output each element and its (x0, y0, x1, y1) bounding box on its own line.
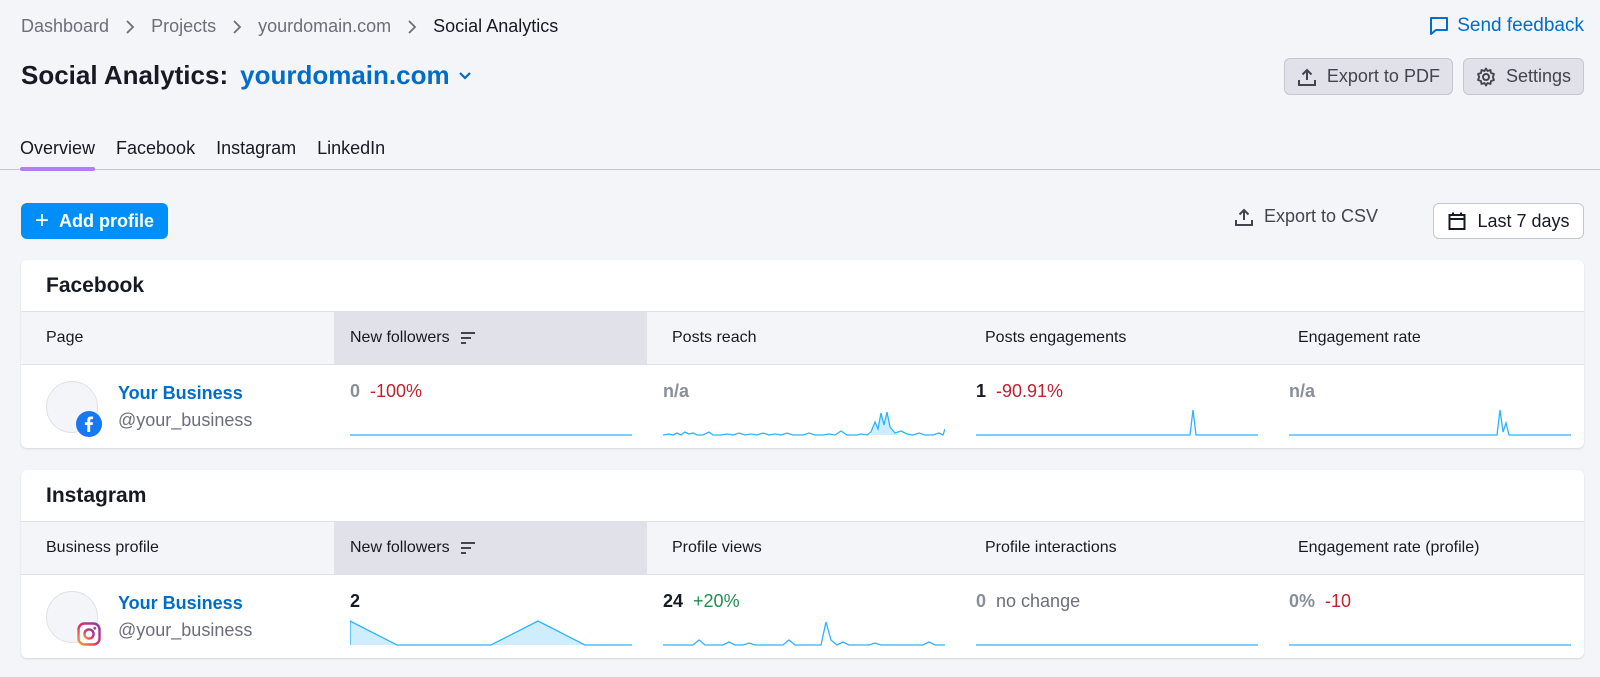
upload-icon (1297, 68, 1316, 86)
breadcrumb-dashboard[interactable]: Dashboard (21, 16, 110, 36)
chevron-down-icon (458, 71, 471, 80)
avatar (46, 591, 102, 647)
instagram-icon (76, 621, 102, 647)
metric-value: 0 (350, 381, 361, 401)
metric-value: 24 (663, 591, 684, 611)
column-header-page: Page (46, 329, 84, 346)
sparkline (350, 434, 632, 436)
breadcrumb-domain[interactable]: yourdomain.com (258, 16, 392, 36)
facebook-card: Facebook Page New followers Posts reach … (21, 260, 1584, 448)
profile-cell: Your Business @your_business (21, 365, 334, 448)
domain-selector[interactable]: yourdomain.com (240, 60, 471, 91)
metric-value: n/a (1289, 381, 1316, 401)
metric-delta: +20% (693, 591, 740, 611)
metric-cell-new-followers: 0 -100% (334, 365, 647, 448)
column-header-new-followers[interactable]: New followers (334, 522, 647, 574)
metric-cell-profile-interactions: 0 no change (960, 575, 1273, 658)
metric-delta: -90.91% (996, 381, 1064, 401)
chevron-right-icon (391, 19, 433, 34)
export-csv-button[interactable]: Export to CSV (1234, 206, 1378, 227)
tab-linkedin[interactable]: LinkedIn (317, 138, 386, 158)
column-header-profile-views[interactable]: Profile views (672, 539, 762, 556)
column-header-label: New followers (350, 329, 450, 346)
metric-delta: -10 (1325, 591, 1352, 611)
avatar (46, 381, 102, 437)
sort-icon (460, 542, 475, 554)
column-header-engagement-rate-profile[interactable]: Engagement rate (profile) (1298, 539, 1480, 556)
date-range-button[interactable]: Last 7 days (1433, 203, 1584, 239)
instagram-table-header: Business profile New followers Profile v… (21, 521, 1584, 575)
page-title: Social Analytics: yourdomain.com (21, 60, 472, 91)
metric-value: 1 (976, 381, 987, 401)
upload-icon (1234, 208, 1253, 226)
tab-facebook[interactable]: Facebook (116, 138, 196, 158)
calendar-icon (1448, 212, 1466, 230)
tab-overview[interactable]: Overview (20, 138, 96, 171)
add-profile-label: Add profile (59, 210, 154, 231)
metric-cell-engagement-rate-profile: 0% -10 (1273, 575, 1584, 658)
metric-delta: no change (996, 591, 1081, 611)
metric-cell-new-followers: 2 (334, 575, 647, 658)
sparkline (663, 411, 945, 436)
add-profile-button[interactable]: + Add profile (21, 203, 168, 239)
facebook-table-header: Page New followers Posts reach Posts eng… (21, 311, 1584, 365)
column-header-engagement-rate[interactable]: Engagement rate (1298, 329, 1421, 346)
send-feedback-label: Send feedback (1457, 15, 1584, 36)
profile-handle: @your_business (118, 620, 253, 640)
breadcrumb-current: Social Analytics (433, 16, 559, 36)
column-header-posts-engagements[interactable]: Posts engagements (985, 329, 1127, 346)
metric-value: n/a (663, 381, 690, 401)
export-csv-label: Export to CSV (1263, 206, 1378, 226)
breadcrumb-projects[interactable]: Projects (151, 16, 217, 36)
gear-icon (1477, 67, 1495, 86)
column-header-new-followers[interactable]: New followers (334, 312, 647, 364)
feedback-icon (1430, 17, 1449, 35)
instagram-card-title: Instagram (46, 483, 147, 507)
profile-cell: Your Business @your_business (21, 575, 334, 658)
table-row: Your Business @your_business 2 24 +20% (21, 575, 1584, 658)
tab-bar: Overview Facebook Instagram LinkedIn (0, 138, 1600, 171)
sparkline (976, 409, 1258, 436)
metric-value: 0 (976, 591, 987, 611)
sparkline (1289, 644, 1571, 646)
instagram-card: Instagram Business profile New followers… (21, 470, 1584, 658)
metric-value: 2 (350, 591, 361, 611)
domain-selector-label: yourdomain.com (240, 60, 450, 90)
export-pdf-button[interactable]: Export to PDF (1283, 58, 1453, 95)
chevron-right-icon (216, 19, 258, 34)
metric-cell-profile-views: 24 +20% (647, 575, 960, 658)
table-row: Your Business @your_business 0 -100% n/a… (21, 365, 1584, 448)
send-feedback-link[interactable]: Send feedback (1429, 15, 1584, 37)
metric-delta: -100% (370, 381, 423, 401)
facebook-card-title: Facebook (46, 273, 145, 297)
metric-value: 0% (1289, 591, 1316, 611)
metric-cell-posts-reach: n/a (647, 365, 960, 448)
column-header-profile-interactions[interactable]: Profile interactions (985, 539, 1117, 556)
column-header-posts-reach[interactable]: Posts reach (672, 329, 757, 346)
sparkline (350, 620, 632, 646)
export-pdf-label: Export to PDF (1326, 66, 1440, 86)
settings-button[interactable]: Settings (1462, 58, 1584, 95)
profile-name-link[interactable]: Your Business (118, 593, 243, 613)
facebook-icon (76, 411, 102, 437)
breadcrumb: Dashboard Projects yourdomain.com Social… (21, 16, 558, 37)
chevron-right-icon (109, 19, 151, 34)
settings-label: Settings (1505, 66, 1571, 86)
column-header-business-profile: Business profile (46, 539, 159, 556)
page-title-text: Social Analytics: (21, 60, 229, 90)
plus-icon: + (34, 207, 49, 234)
profile-name-link[interactable]: Your Business (118, 383, 243, 403)
sparkline (1289, 409, 1571, 436)
profile-handle: @your_business (118, 410, 253, 430)
sparkline (663, 621, 945, 646)
metric-cell-engagement-rate: n/a (1273, 365, 1584, 448)
metric-cell-posts-engagements: 1 -90.91% (960, 365, 1273, 448)
date-range-label: Last 7 days (1477, 210, 1570, 231)
tab-instagram[interactable]: Instagram (216, 138, 297, 158)
column-header-label: New followers (350, 539, 450, 556)
sparkline (976, 644, 1258, 646)
sort-icon (460, 332, 475, 344)
